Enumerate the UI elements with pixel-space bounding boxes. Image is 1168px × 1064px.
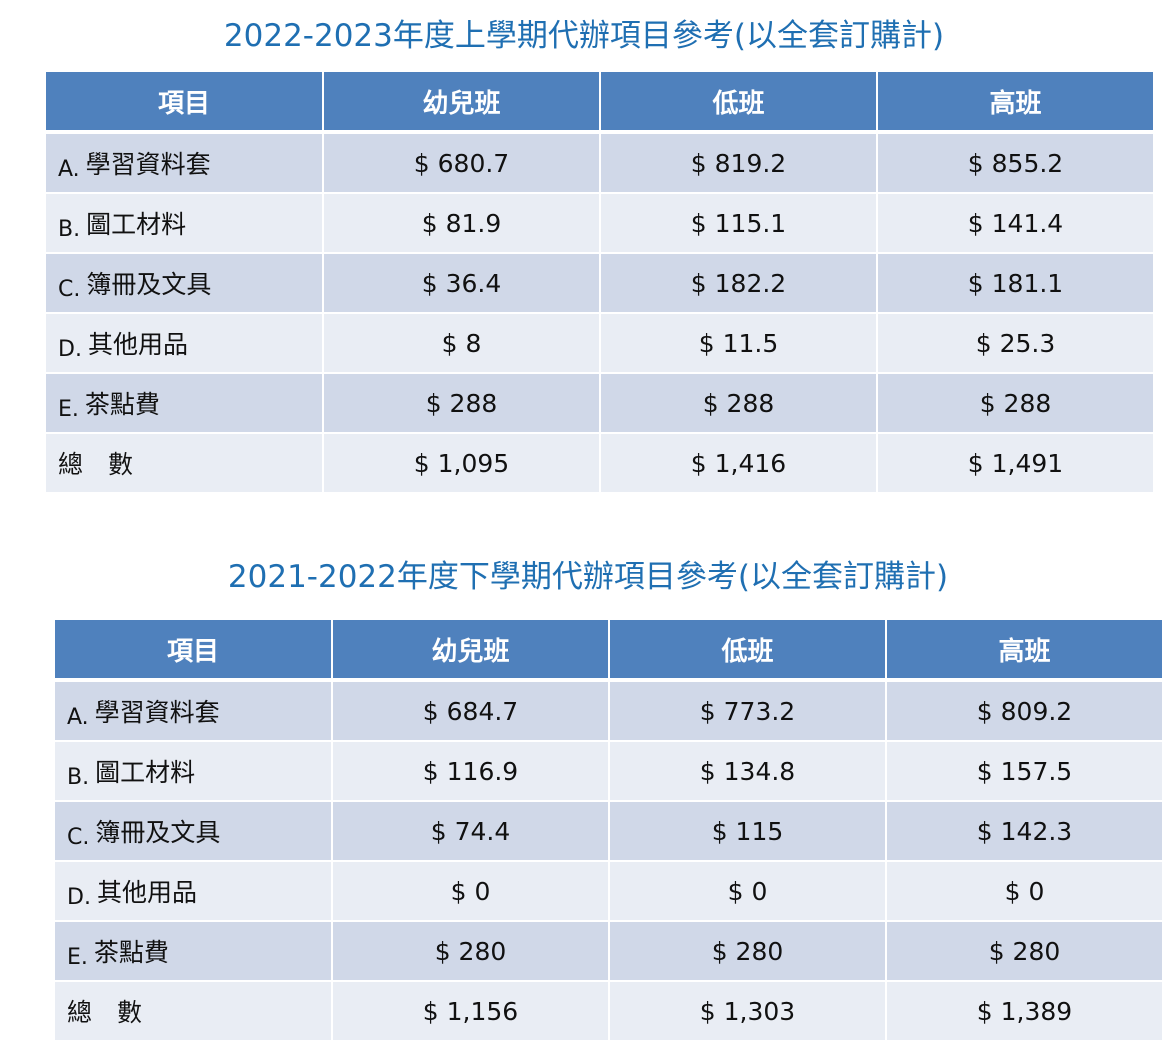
table-row: A. 學習資料套 $ 684.7 $ 773.2 $ 809.2 [55,680,1162,742]
item-name: 總 數 [67,998,143,1027]
table-row: 總 數 $ 1,156 $ 1,303 $ 1,389 [55,981,1162,1042]
value-cell: $ 141.4 [877,193,1153,254]
value-cell: $ 1,416 [600,433,878,494]
header-upper: 高班 [886,620,1162,682]
value-cell: $ 0 [609,861,887,922]
value-cell: $ 680.7 [323,132,601,194]
value-cell: $ 809.2 [886,680,1162,742]
header-upper: 高班 [877,72,1153,134]
value-cell: $ 74.4 [332,801,610,862]
value-cell: $ 157.5 [886,741,1162,802]
item-letter: E. [67,945,88,970]
item-cell: A. 學習資料套 [55,680,333,742]
item-cell: B. 圖工材料 [55,741,333,802]
value-cell: $ 1,389 [886,981,1162,1042]
value-cell: $ 115 [609,801,887,862]
item-letter: C. [67,825,90,850]
table-row: B. 圖工材料 $ 116.9 $ 134.8 $ 157.5 [55,741,1162,802]
item-cell: 總 數 [55,981,333,1042]
item-cell: 總 數 [46,433,324,494]
item-name: 簿冊及文具 [86,270,212,299]
header-lower: 低班 [609,620,887,682]
value-cell: $ 280 [886,921,1162,982]
value-cell: $ 280 [609,921,887,982]
table-row: C. 簿冊及文具 $ 36.4 $ 182.2 $ 181.1 [46,253,1153,314]
value-cell: $ 182.2 [600,253,878,314]
item-letter: C. [58,277,81,302]
header-nursery: 幼兒班 [323,72,601,134]
value-cell: $ 819.2 [600,132,878,194]
value-cell: $ 1,095 [323,433,601,494]
header-nursery: 幼兒班 [332,620,610,682]
item-letter: A. [58,157,80,182]
value-cell: $ 288 [323,373,601,434]
value-cell: $ 855.2 [877,132,1153,194]
fee-table-2021-2022: 項目 幼兒班 低班 高班 A. 學習資料套 $ 684.7 $ 773.2 $ 809.2 B.… [55,620,1162,1042]
value-cell: $ 1,156 [332,981,610,1042]
item-name: 圖工材料 [95,758,196,787]
table-row: B. 圖工材料 $ 81.9 $ 115.1 $ 141.4 [46,193,1153,254]
value-cell: $ 81.9 [323,193,601,254]
item-letter: E. [58,397,79,422]
table-title-2022-2023: 2022-2023年度上學期代辦項目參考(以全套訂購計) [223,18,945,54]
table-row: E. 茶點費 $ 288 $ 288 $ 288 [46,373,1153,434]
value-cell: $ 116.9 [332,741,610,802]
table-title-2021-2022: 2021-2022年度下學期代辦項目參考(以全套訂購計) [227,559,949,595]
item-name: 其他用品 [87,330,188,359]
item-cell: B. 圖工材料 [46,193,324,254]
value-cell: $ 11.5 [600,313,878,374]
item-name: 圖工材料 [86,210,187,239]
header-item: 項目 [55,620,333,682]
value-cell: $ 1,303 [609,981,887,1042]
value-cell: $ 288 [877,373,1153,434]
header-lower: 低班 [600,72,878,134]
item-cell: E. 茶點費 [55,921,333,982]
table-row: C. 簿冊及文具 $ 74.4 $ 115 $ 142.3 [55,801,1162,862]
table-row: E. 茶點費 $ 280 $ 280 $ 280 [55,921,1162,982]
value-cell: $ 181.1 [877,253,1153,314]
value-cell: $ 134.8 [609,741,887,802]
item-name: 茶點費 [93,938,169,967]
item-letter: B. [67,765,90,790]
item-name: 茶點費 [84,390,160,419]
item-name: 其他用品 [96,878,197,907]
value-cell: $ 280 [332,921,610,982]
value-cell: $ 36.4 [323,253,601,314]
header-item: 項目 [46,72,324,134]
value-cell: $ 142.3 [886,801,1162,862]
value-cell: $ 25.3 [877,313,1153,374]
value-cell: $ 684.7 [332,680,610,742]
value-cell: $ 1,491 [877,433,1153,494]
table-row: A. 學習資料套 $ 680.7 $ 819.2 $ 855.2 [46,132,1153,194]
fee-table-2022-2023: 項目 幼兒班 低班 高班 A. 學習資料套 $ 680.7 $ 819.2 $ 855.2 B.… [46,72,1153,494]
item-cell: D. 其他用品 [46,313,324,374]
value-cell: $ 288 [600,373,878,434]
item-letter: D. [67,885,91,910]
item-name: 學習資料套 [85,150,211,179]
item-cell: C. 簿冊及文具 [55,801,333,862]
value-cell: $ 0 [332,861,610,922]
item-name: 簿冊及文具 [95,818,221,847]
value-cell: $ 773.2 [609,680,887,742]
item-letter: A. [67,705,89,730]
value-cell: $ 115.1 [600,193,878,254]
item-cell: A. 學習資料套 [46,132,324,194]
item-name: 總 數 [58,450,134,479]
table-row: 總 數 $ 1,095 $ 1,416 $ 1,491 [46,433,1153,494]
table-row: D. 其他用品 $ 0 $ 0 $ 0 [55,861,1162,922]
item-cell: C. 簿冊及文具 [46,253,324,314]
item-cell: D. 其他用品 [55,861,333,922]
value-cell: $ 8 [323,313,601,374]
value-cell: $ 0 [886,861,1162,922]
table-row: D. 其他用品 $ 8 $ 11.5 $ 25.3 [46,313,1153,374]
item-name: 學習資料套 [94,698,220,727]
item-cell: E. 茶點費 [46,373,324,434]
item-letter: B. [58,217,81,242]
item-letter: D. [58,337,82,362]
